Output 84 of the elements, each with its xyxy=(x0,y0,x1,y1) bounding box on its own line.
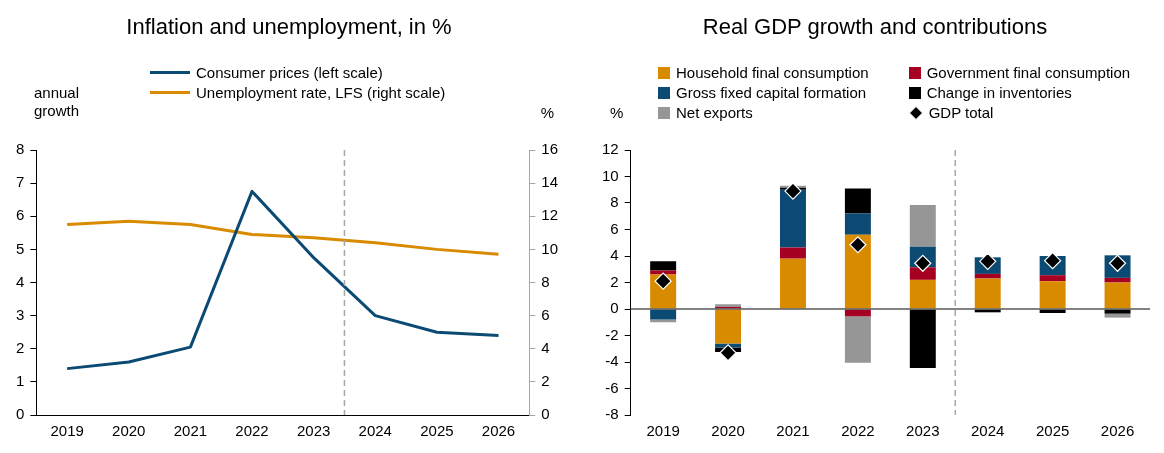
y-tick-label: 1 xyxy=(16,372,25,390)
x-tick-label: 2022 xyxy=(235,422,269,440)
legend-label: GDP total xyxy=(928,104,994,121)
bar xyxy=(909,204,936,247)
y2-tick-label: 8 xyxy=(541,272,550,290)
x-tick-label: 2025 xyxy=(1035,422,1070,440)
x-tick-label: 2024 xyxy=(971,422,1005,440)
y-tick-label: -8 xyxy=(605,405,619,423)
bar xyxy=(909,279,936,309)
y2-tick-label: 14 xyxy=(541,173,558,191)
y2-axis-title: % xyxy=(540,104,554,122)
point xyxy=(654,272,672,290)
y-axis-title: annual growth xyxy=(34,84,81,120)
y-tick-label: -6 xyxy=(605,378,619,396)
chart-title: Real GDP growth and contributions xyxy=(701,14,1049,40)
bar xyxy=(909,309,936,368)
y-tick-label: 12 xyxy=(602,140,619,158)
bar xyxy=(650,309,677,320)
bar xyxy=(844,188,871,214)
y-tick-label: 5 xyxy=(16,239,25,257)
bar xyxy=(779,258,806,309)
y2-tick-label: 6 xyxy=(541,305,550,323)
x-tick-label: 2024 xyxy=(358,422,392,440)
legend-label: Change in inventories xyxy=(926,84,1072,101)
legend-label: Net exports xyxy=(676,104,753,121)
y-tick-label: -4 xyxy=(605,352,619,370)
y2-tick-label: 4 xyxy=(541,338,550,356)
x-tick-label: 2026 xyxy=(1100,422,1135,440)
y-tick-label: 0 xyxy=(16,405,25,423)
y-tick-label: 6 xyxy=(16,206,25,224)
bar xyxy=(844,234,871,309)
bar xyxy=(1039,281,1066,309)
bar xyxy=(1039,275,1066,282)
x-tick-label: 2023 xyxy=(296,422,331,440)
y2-tick-label: 2 xyxy=(541,372,550,390)
bar xyxy=(909,267,936,280)
y-axis-title: % xyxy=(610,104,624,122)
legend-label: Household final consumption xyxy=(676,64,869,81)
bar xyxy=(1104,313,1131,318)
x-tick-label: 2019 xyxy=(646,422,680,440)
x-tick-label: 2021 xyxy=(776,422,810,440)
x-tick-label: 2025 xyxy=(420,422,454,440)
x-tick-label: 2020 xyxy=(711,422,745,440)
point xyxy=(849,236,867,254)
y2-tick-label: 10 xyxy=(541,239,558,257)
x-tick-label: 2026 xyxy=(481,422,516,440)
y-tick-label: 2 xyxy=(610,272,619,290)
legend-label: Government final consumption xyxy=(926,64,1131,81)
y-tick-label: 4 xyxy=(16,272,25,290)
bar xyxy=(715,309,742,344)
bar xyxy=(650,270,677,275)
bar xyxy=(844,316,871,363)
legend-label: Unemployment rate, LFS (right scale) xyxy=(196,84,446,101)
point xyxy=(784,182,802,200)
y-tick-label: -2 xyxy=(605,325,619,343)
bar xyxy=(844,213,871,235)
y-tick-label: 7 xyxy=(16,173,25,191)
point xyxy=(719,344,737,362)
x-tick-label: 2019 xyxy=(50,422,84,440)
x-tick-label: 2020 xyxy=(112,422,146,440)
y2-tick-label: 12 xyxy=(541,206,558,224)
bar xyxy=(974,278,1001,309)
y-tick-label: 8 xyxy=(610,193,619,211)
y2-tick-label: 16 xyxy=(541,140,558,158)
y-tick-label: 6 xyxy=(610,219,619,237)
y-tick-label: 2 xyxy=(16,338,25,356)
x-tick-label: 2023 xyxy=(906,422,940,440)
y-tick-label: 4 xyxy=(610,246,619,264)
legend-label: Consumer prices (left scale) xyxy=(196,64,383,81)
bar xyxy=(1104,282,1131,309)
y-tick-label: 10 xyxy=(602,166,619,184)
legend-label: Gross fixed capital formation xyxy=(676,84,867,101)
point xyxy=(979,252,997,270)
bar xyxy=(974,273,1001,279)
y2-tick-label: 0 xyxy=(541,405,550,423)
y-tick-label: 3 xyxy=(16,305,25,323)
y-tick-label: 0 xyxy=(610,299,619,317)
x-tick-label: 2021 xyxy=(173,422,208,440)
x-tick-label: 2022 xyxy=(841,422,875,440)
bar xyxy=(1104,277,1131,283)
chart-title: Inflation and unemployment, in % xyxy=(125,14,453,40)
bar xyxy=(779,189,806,248)
y-tick-label: 8 xyxy=(16,140,25,158)
bar xyxy=(779,247,806,259)
